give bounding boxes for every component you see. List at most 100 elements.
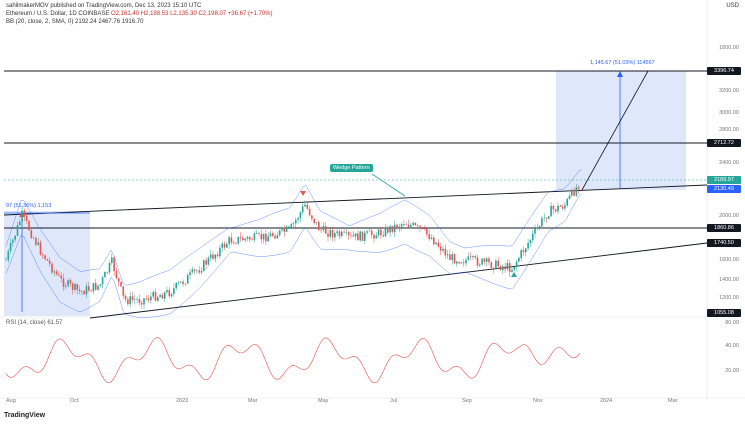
candle-body: [115, 271, 118, 279]
candle-body: [177, 282, 180, 284]
axis-tick: 2800.00: [719, 127, 739, 133]
candle-body: [196, 270, 198, 272]
rsi-header[interactable]: RSI (14, close) 61.57: [6, 320, 63, 326]
candle-body: [46, 259, 49, 261]
tradingview-logo[interactable]: TradingView: [4, 412, 46, 419]
candle-body: [76, 284, 79, 290]
rsi-path: [5, 337, 581, 384]
candle-body: [410, 224, 412, 227]
candle-body: [94, 283, 97, 290]
candle-body: [90, 290, 92, 292]
candle-body: [7, 250, 10, 260]
candle-body: [106, 271, 108, 273]
axis-tick: 1800.00: [719, 45, 739, 51]
candle-body: [48, 260, 51, 264]
candle-body: [488, 258, 490, 263]
candle-body: [449, 254, 451, 260]
candle-body: [347, 232, 350, 236]
candle-body: [338, 231, 341, 237]
candle-body: [299, 212, 302, 219]
candle-body: [564, 205, 566, 209]
candle-body: [281, 227, 283, 231]
candle-body: [375, 235, 378, 239]
candle-body: [548, 216, 550, 219]
currency-label[interactable]: USD: [726, 3, 739, 9]
candle-body: [545, 217, 548, 219]
candle-body: [85, 286, 88, 295]
candle-body: [74, 284, 76, 290]
candle-body: [557, 205, 559, 212]
candle-body: [456, 261, 458, 264]
candle-body: [304, 204, 306, 207]
candle-body: [527, 243, 529, 249]
candle-body: [483, 258, 486, 262]
candle-body: [538, 226, 541, 228]
candle-body: [78, 289, 81, 292]
candle-body: [253, 233, 256, 241]
candle-body: [561, 206, 564, 209]
candle-body: [306, 204, 309, 209]
candle-body: [571, 189, 573, 196]
axis-tick: 1200.00: [719, 295, 739, 301]
bb-lower-path: [5, 193, 583, 319]
candle-body: [419, 225, 421, 229]
candle-body: [382, 235, 384, 237]
candle-body: [421, 228, 424, 230]
candle-body: [44, 255, 46, 260]
candle-body: [336, 231, 338, 234]
candle-body: [122, 286, 125, 296]
candle-body: [226, 244, 228, 248]
candle-body: [334, 233, 336, 238]
candle-body: [543, 217, 545, 219]
candle-body: [416, 225, 419, 226]
candle-body: [145, 298, 148, 299]
candle-body: [101, 277, 104, 285]
candle-body: [30, 230, 33, 238]
candle-body: [65, 285, 67, 287]
candle-body: [111, 257, 113, 263]
candle-body: [69, 280, 72, 284]
candle-body: [62, 278, 65, 287]
candle-body: [308, 208, 311, 216]
candlestick-series: [5, 183, 580, 310]
price-label-resistance-2: 2712.72: [707, 139, 741, 147]
candle-body: [453, 254, 456, 264]
candle-body: [472, 256, 474, 258]
candle-body: [393, 224, 396, 233]
candle-body: [19, 221, 21, 226]
candle-body: [541, 218, 543, 227]
bb-indicator-line[interactable]: BB (20, close, 2, SMA, 0) 2192.24 2467.7…: [6, 19, 144, 25]
candle-body: [276, 235, 279, 239]
candle-body: [435, 242, 437, 245]
left-box-label: 97 (51.36%) 1,153: [6, 203, 52, 209]
candle-body: [191, 269, 194, 273]
candle-body: [278, 230, 281, 236]
time-tick: 2023: [176, 398, 189, 404]
candle-body: [124, 295, 127, 300]
candle-body: [451, 254, 453, 260]
candle-body: [235, 243, 237, 244]
candle-body: [433, 237, 435, 245]
rsi-axis-tick: 20.00: [725, 368, 739, 374]
candle-body: [92, 283, 95, 292]
symbol-name[interactable]: Ethereum / U.S. Dollar, 1D COINBASE: [6, 11, 110, 17]
candle-body: [373, 235, 375, 239]
candle-body: [311, 215, 313, 219]
candle-body: [147, 298, 150, 301]
price-label-low: 1055.08: [707, 309, 741, 317]
time-tick: Sep: [462, 398, 472, 404]
candle-body: [407, 224, 410, 227]
candle-body: [35, 238, 37, 245]
candle-body: [518, 257, 520, 262]
rsi-axis-tick: 40.00: [725, 343, 739, 349]
candle-body: [315, 222, 318, 223]
candle-body: [506, 263, 509, 270]
wedge-callout-pointer: [371, 173, 406, 197]
candle-body: [42, 254, 44, 256]
candle-body: [221, 243, 223, 248]
candle-body: [442, 248, 444, 251]
candle-body: [51, 263, 53, 273]
candle-body: [502, 266, 504, 271]
